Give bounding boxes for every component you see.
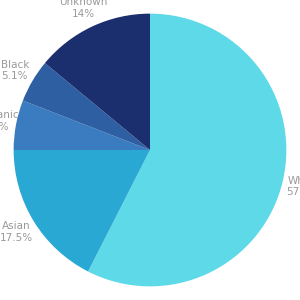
Text: Hispanic
5.9%: Hispanic 5.9%: [0, 110, 18, 132]
Wedge shape: [14, 100, 150, 150]
Text: Unknown
14%: Unknown 14%: [59, 0, 107, 19]
Text: White
57.5%: White 57.5%: [286, 176, 300, 197]
Text: Asian
17.5%: Asian 17.5%: [0, 221, 33, 243]
Wedge shape: [23, 63, 150, 150]
Text: Black
5.1%: Black 5.1%: [1, 60, 29, 81]
Wedge shape: [88, 14, 286, 286]
Wedge shape: [14, 150, 150, 272]
Wedge shape: [45, 14, 150, 150]
